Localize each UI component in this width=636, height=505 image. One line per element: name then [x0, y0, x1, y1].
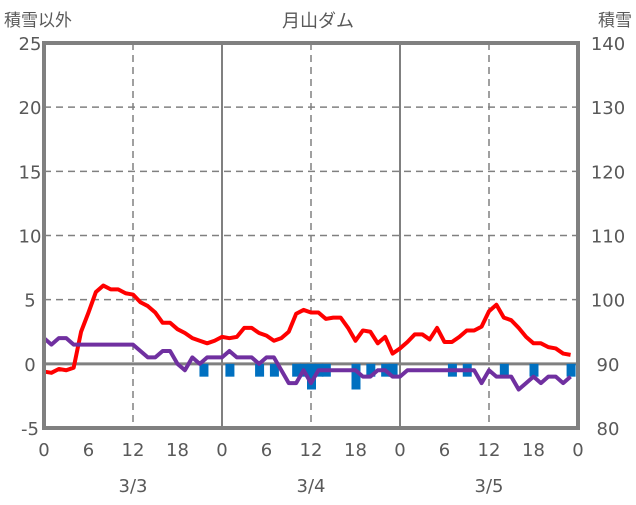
- bar: [292, 363, 302, 377]
- left-tick-label: 20: [19, 98, 42, 119]
- left-tick-label: 0: [24, 355, 35, 376]
- left-axis-label: 積雪以外: [4, 11, 72, 31]
- x-tick-label: 6: [439, 440, 450, 461]
- bar: [529, 363, 539, 377]
- purple-series-line: [42, 336, 572, 392]
- x-tick-label: 6: [83, 440, 94, 461]
- x-tick-label: 18: [166, 440, 189, 461]
- bar: [225, 363, 235, 377]
- x-tick-label: 6: [261, 440, 272, 461]
- right-tick-label: 130: [591, 98, 625, 119]
- x-tick-label: 0: [572, 440, 583, 461]
- date-label: 3/3: [119, 476, 148, 497]
- x-tick-label: 0: [216, 440, 227, 461]
- x-tick-label: 18: [522, 440, 545, 461]
- right-axis-label: 積雪: [598, 11, 632, 31]
- bar: [366, 363, 376, 377]
- right-tick-label: 110: [591, 227, 625, 248]
- left-tick-label: -5: [21, 419, 39, 440]
- bar: [199, 363, 209, 377]
- bar: [351, 363, 361, 390]
- bar: [499, 363, 509, 377]
- right-tick-label: 140: [591, 34, 625, 55]
- bar: [307, 363, 316, 390]
- right-tick-label: 120: [591, 162, 625, 183]
- x-tick-label: 18: [344, 440, 367, 461]
- left-tick-label: 25: [19, 34, 42, 55]
- left-tick-label: 5: [24, 291, 35, 312]
- bar: [566, 363, 576, 377]
- date-label: 3/5: [475, 476, 504, 497]
- plot-frame: [42, 41, 580, 430]
- date-label: 3/4: [297, 476, 326, 497]
- x-tick-label: 12: [300, 440, 323, 461]
- red-series-line: [43, 283, 571, 375]
- bar: [269, 363, 279, 377]
- bar: [388, 363, 398, 377]
- x-tick-label: 12: [122, 440, 145, 461]
- bar: [255, 363, 265, 377]
- left-tick-label: 10: [19, 227, 42, 248]
- chart-title: 月山ダム: [282, 11, 354, 32]
- left-tick-label: 15: [19, 162, 42, 183]
- x-tick-label: 0: [394, 440, 405, 461]
- x-tick-label: 12: [478, 440, 501, 461]
- x-tick-label: 0: [38, 440, 49, 461]
- right-tick-label: 80: [597, 419, 620, 440]
- right-tick-label: 100: [591, 291, 625, 312]
- right-tick-label: 90: [597, 355, 620, 376]
